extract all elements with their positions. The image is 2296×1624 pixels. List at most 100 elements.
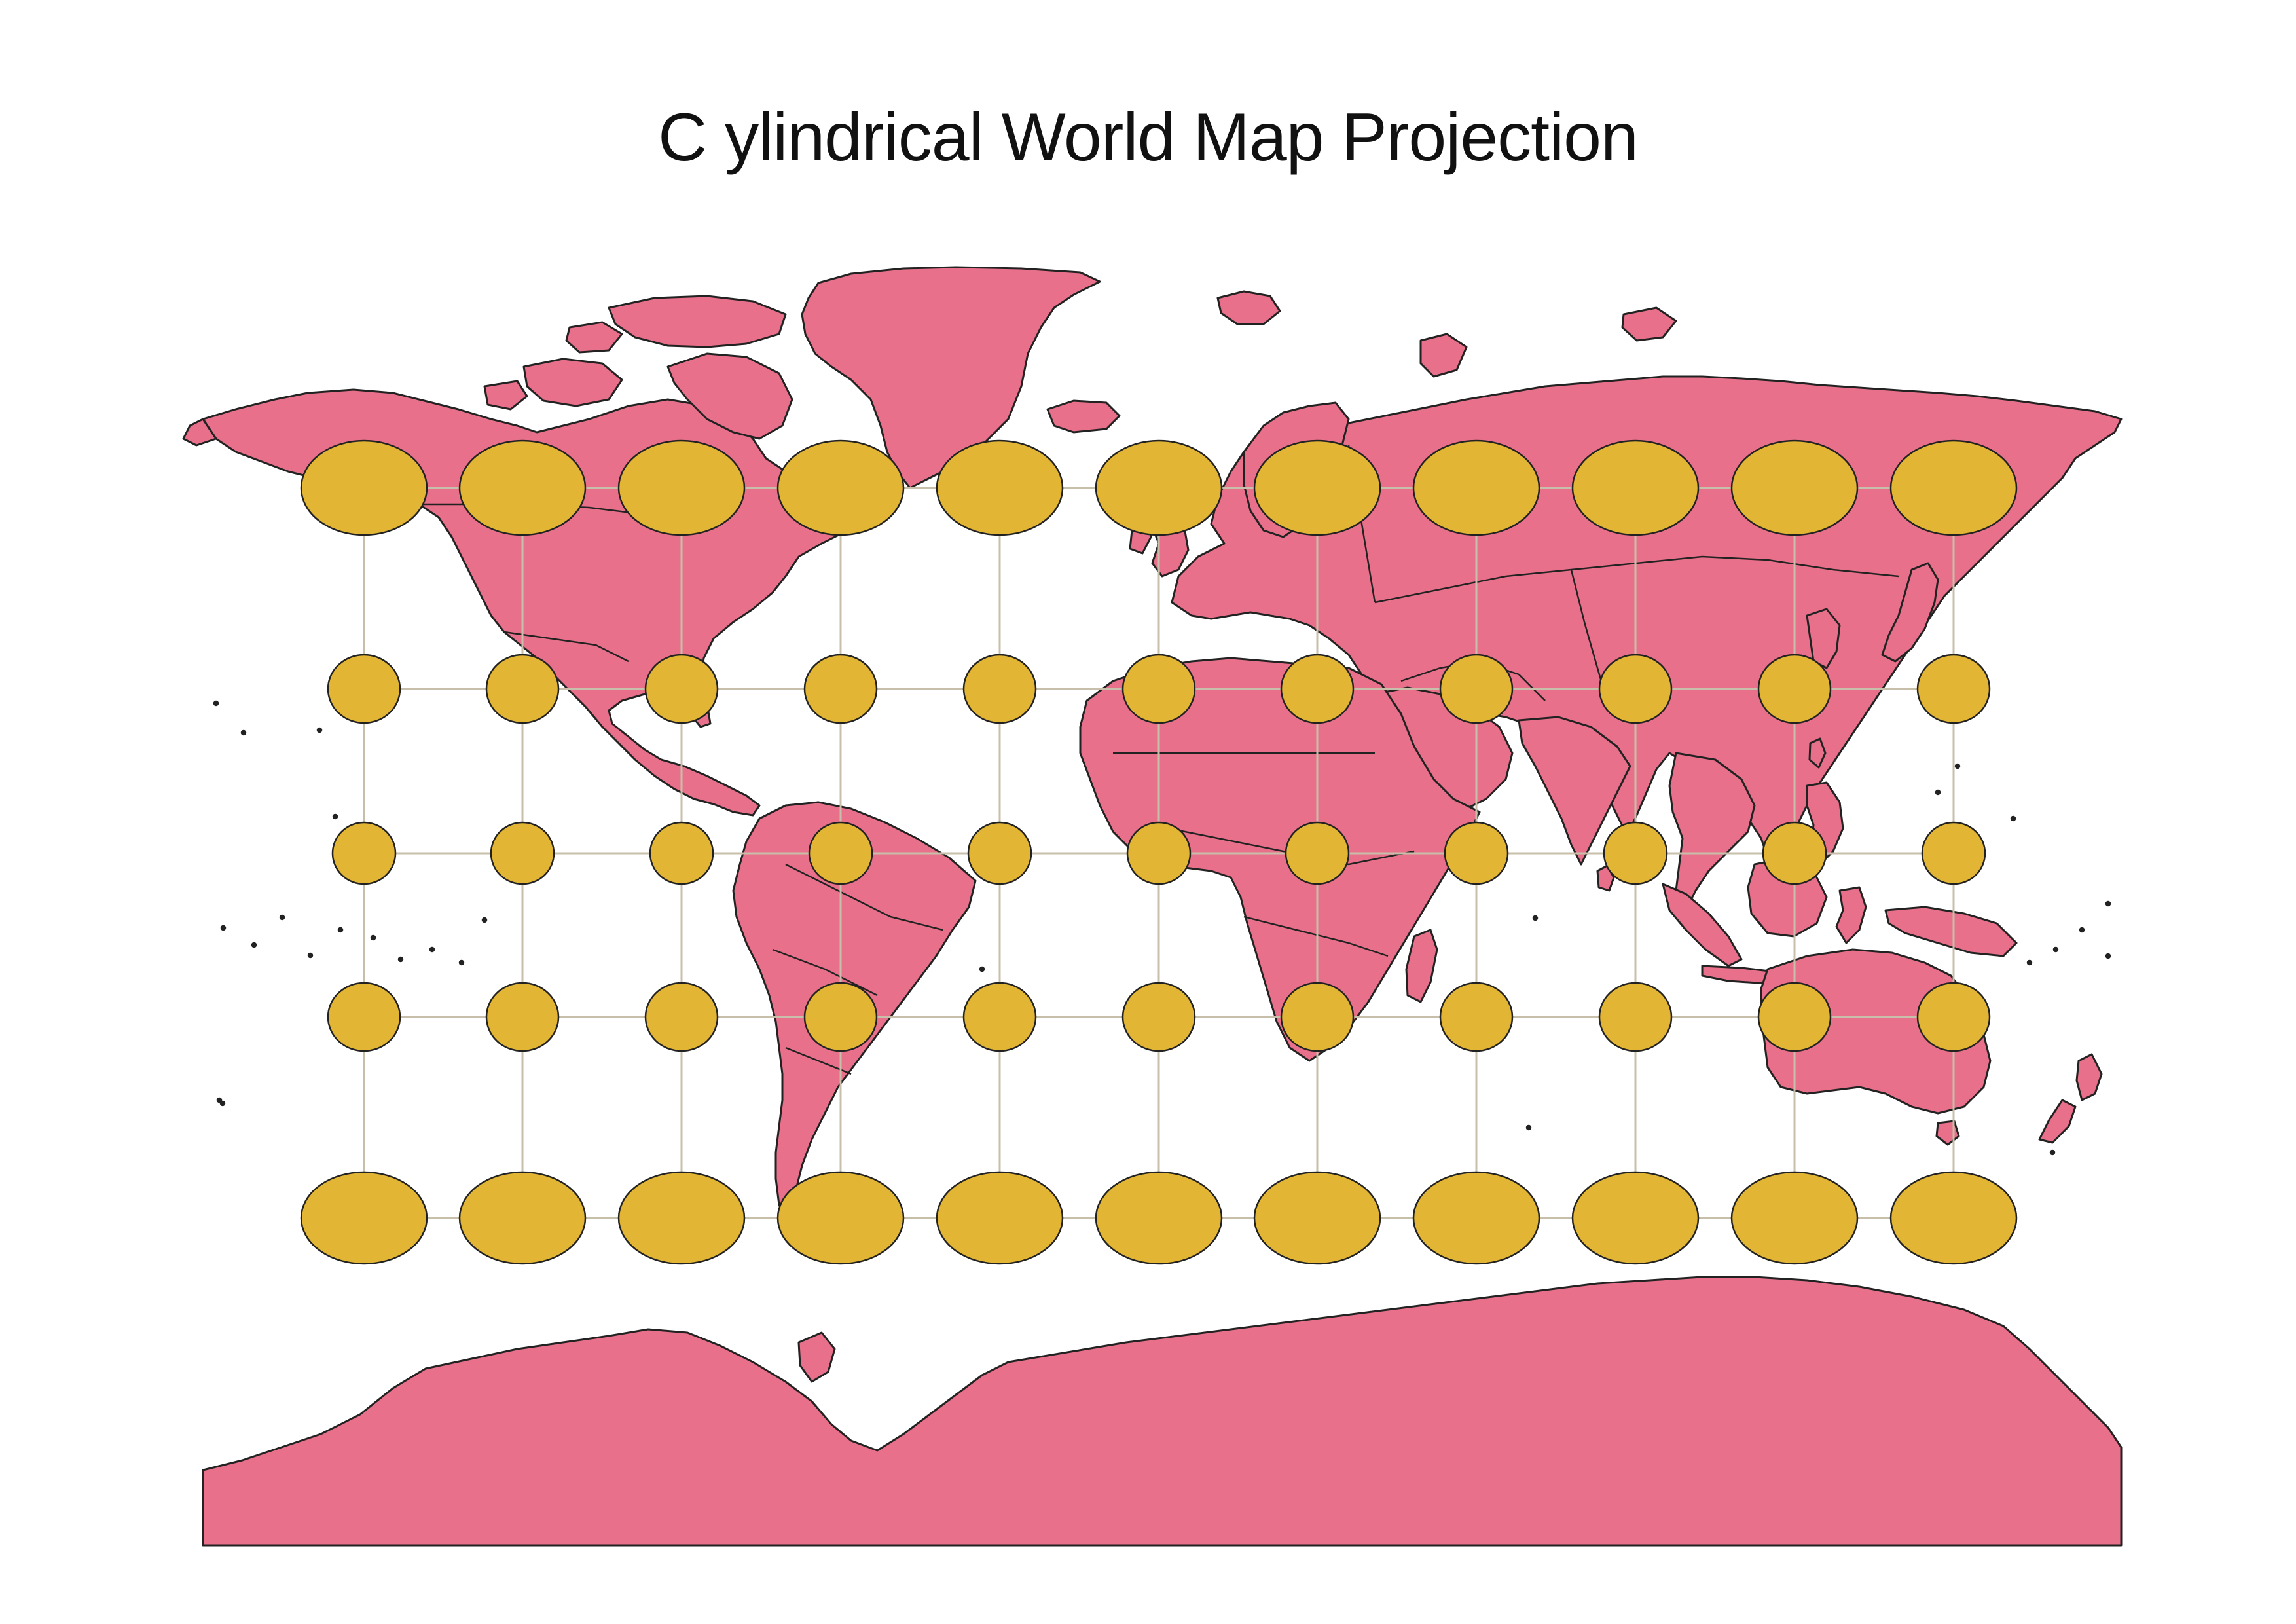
islet [2105,953,2111,959]
indicatrix-ellipse [458,439,587,536]
indicatrix-ellipse [1285,821,1350,885]
border-russia-south [1374,555,1899,604]
landmass-japan [1881,562,1939,663]
indicatrix-ellipse [644,654,719,724]
landmass-new-guinea [1884,906,2018,957]
border-africa-central [1152,824,1415,866]
islet [1525,1124,1532,1131]
indicatrix-ellipse [458,1171,587,1265]
indicatrix-ellipse [1253,1171,1381,1265]
islet [216,1097,223,1103]
landmass-new-zealand-south [2038,1099,2077,1144]
indicatrix-ellipse [936,439,1064,536]
indicatrix-ellipse [962,982,1037,1052]
indicatrix-ellipse [1280,982,1355,1052]
islet [429,946,435,953]
islet [332,813,338,820]
islet [370,934,376,941]
indicatrix-ellipse [485,982,560,1052]
indicatrix-ellipse [1762,821,1827,885]
landmass-india [1518,716,1631,866]
indicatrix-ellipse [1571,439,1700,536]
indicatrix-ellipse [327,982,401,1052]
tissot-indicatrix [300,439,2018,1265]
islet [2049,1149,2056,1156]
indicatrix-ellipse [1757,982,1832,1052]
landmass-arctic-island-b [483,380,528,411]
landmass-antarctica [202,1276,2123,1547]
indicatrix-ellipse [617,439,746,536]
islet [240,729,247,736]
islet [2105,900,2111,907]
landmass-new-zealand-north [2075,1053,2103,1101]
islet [481,917,488,923]
indicatrix-ellipse [649,821,714,885]
islet [2010,815,2016,822]
indicatrix-ellipse [776,439,905,536]
indicatrix-ellipse [967,821,1032,885]
indicatrix-ellipse [1439,654,1514,724]
indicatrix-ellipse [300,1171,428,1265]
islet [979,966,985,972]
indicatrix-ellipse [1757,654,1832,724]
islet [220,925,227,931]
landmass-sulawesi [1835,886,1867,944]
islet [316,727,323,733]
landmass-sumatra [1662,883,1743,967]
indicatrix-ellipse [1916,654,1991,724]
landmass-severnaya-zemlya [1621,306,1677,342]
indicatrix-ellipse [1439,982,1514,1052]
indicatrix-ellipse [962,654,1037,724]
landmass-tasmania [1935,1120,1960,1146]
landmass-korea [1806,608,1841,669]
landmass-alaska-tip [182,418,217,447]
landmass-madagascar [1405,929,1438,1003]
indicatrix-ellipse [1444,821,1509,885]
islet [1532,915,1539,921]
indicatrix-ellipse [1603,821,1668,885]
border-south-america-b [772,948,878,997]
indicatrix-ellipse [936,1171,1064,1265]
indicatrix-ellipse [803,654,878,724]
small-islands [213,700,2111,1156]
landmass-baffin-island [666,352,793,440]
landmass-victoria-island [522,358,623,407]
islet [2026,959,2033,966]
indicatrix-ellipse [1280,654,1355,724]
indicatrix-ellipse [1095,1171,1223,1265]
indicatrix-ellipse [1253,439,1381,536]
border-south-america-a [785,863,943,931]
landmass-indochina [1668,752,1756,912]
indicatrix-ellipse [1730,1171,1859,1265]
indicatrix-ellipse [1889,439,2018,536]
landmass-ellesmere-island [608,295,787,348]
islet [1954,763,1961,769]
map-title: C ylindrical World Map Projection [658,100,1639,175]
landmass-novaya-zemlya [1419,333,1468,378]
indicatrix-ellipse [776,1171,905,1265]
islet [307,952,314,959]
indicatrix-ellipse [1412,1171,1540,1265]
islet [251,942,257,948]
islet [458,959,465,966]
islet [213,700,219,707]
indicatrix-ellipse [490,821,555,885]
indicatrix-ellipse [1916,982,1991,1052]
indicatrix-ellipse [617,1171,746,1265]
indicatrix-ellipse [644,982,719,1052]
landmass-taiwan [1808,737,1827,769]
islet [2052,946,2059,953]
indicatrix-ellipse [1598,654,1673,724]
landmass-antarctic-peninsula [797,1331,836,1383]
indicatrix-ellipse [1598,982,1673,1052]
landmass-iceland [1046,399,1121,434]
islet [397,956,404,963]
border-africa-south [1243,915,1389,957]
islet [1935,789,1941,796]
islet [219,1100,226,1107]
indicatrix-ellipse [803,982,878,1052]
border-us-mexico [503,631,629,663]
indicatrix-ellipse [1730,439,1859,536]
indicatrix-ellipse [1412,439,1540,536]
